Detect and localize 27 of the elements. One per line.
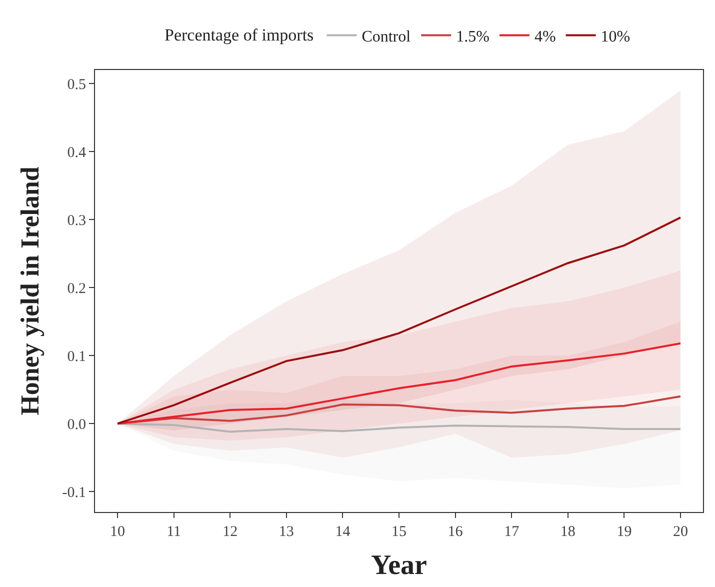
line-series: [116, 342, 682, 425]
x-tick-label: 18: [560, 524, 576, 540]
y-tick-label: 0.2: [67, 280, 86, 297]
y-tick-label: 0.5: [67, 76, 86, 93]
y-tick-label: 0.4: [67, 144, 86, 161]
x-tick-label: 20: [672, 524, 688, 540]
legend-label: Control: [362, 28, 412, 46]
legend-label: 1.5%: [456, 28, 490, 46]
x-tick-label: 13: [278, 524, 294, 540]
y-tick-label: 0.1: [67, 348, 86, 365]
x-tick-label: 11: [166, 524, 182, 540]
y-tick-label: -0.1: [62, 484, 86, 501]
x-tick-label: 15: [392, 524, 406, 540]
legend-label: 10%: [600, 28, 630, 46]
y-tick-label: 0.3: [67, 212, 86, 229]
line-series: [116, 216, 682, 425]
legend-label: 4%: [534, 28, 556, 46]
y-tick-label: 0.0: [67, 416, 86, 433]
x-tick-label: 19: [616, 524, 632, 540]
x-tick-label: 10: [110, 524, 126, 540]
x-tick-label: 16: [448, 524, 464, 540]
x-tick-label: 17: [504, 524, 520, 540]
y-axis-title: Honey yield in Ireland: [16, 166, 45, 416]
x-tick-label: 14: [335, 524, 351, 540]
x-tick-label: 12: [222, 524, 238, 540]
legend-title: Percentage of imports: [164, 25, 314, 44]
x-axis-title: Year: [371, 550, 427, 582]
